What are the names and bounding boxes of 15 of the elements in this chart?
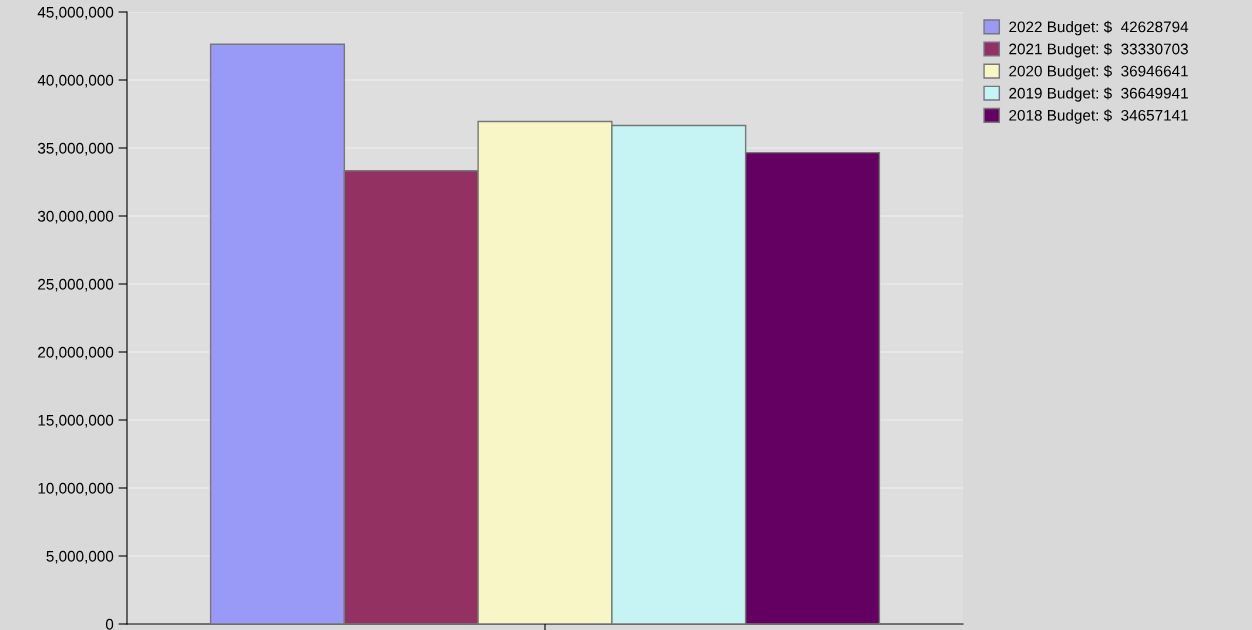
legend-label: 2022 Budget: $ 42628794 xyxy=(1009,20,1189,36)
y-tick-label: 25,000,000 xyxy=(38,278,114,292)
legend-label: 2019 Budget: $ 36649941 xyxy=(1009,87,1188,102)
y-tick-label: 5,000,000 xyxy=(46,550,114,564)
y-tick-label: 40,000,000 xyxy=(37,74,114,88)
y-tick-label: 30,000,000 xyxy=(37,210,114,224)
legend-label: 2020 Budget: $ 36946641 xyxy=(1009,65,1188,80)
y-tick-label: 20,000,000 xyxy=(38,346,114,360)
y-tick-label: 0 xyxy=(105,618,114,630)
y-tick-label: 15,000,000 xyxy=(38,414,114,428)
legend-label: 2018 Budget: $ 34657141 xyxy=(1009,109,1188,124)
y-tick-label: 35,000,000 xyxy=(37,142,114,156)
y-tick-label: 10,000,000 xyxy=(38,482,114,496)
y-tick-label: 45,000,000 xyxy=(37,6,114,20)
legend-label: 2021 Budget: $ 33330703 xyxy=(1009,42,1188,58)
